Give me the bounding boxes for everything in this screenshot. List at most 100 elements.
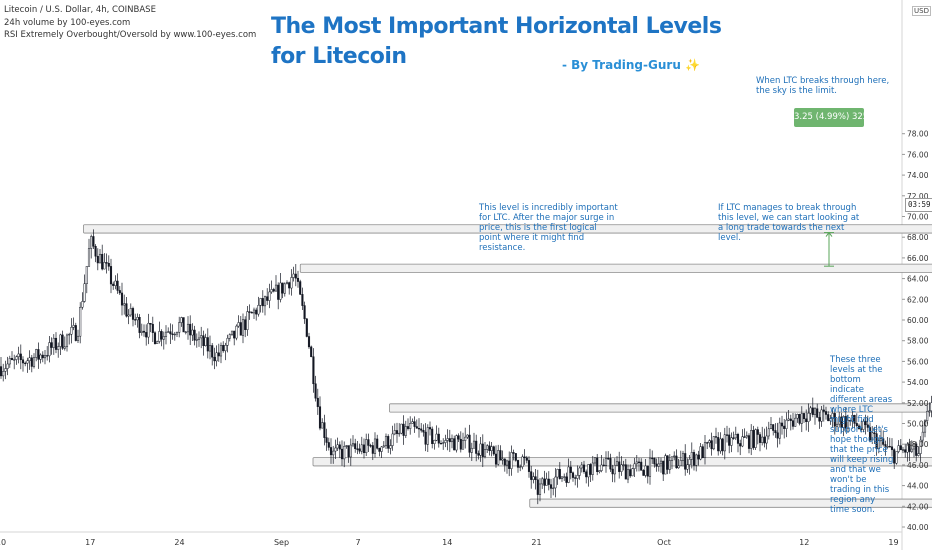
y-tick-label: 74.00: [907, 171, 929, 180]
indicator-rsi[interactable]: RSI Extremely Overbought/Oversold by www…: [4, 30, 257, 40]
candle-body: [679, 460, 682, 467]
candle-body: [893, 449, 896, 464]
candle-body: [6, 363, 9, 369]
candle-body: [156, 341, 159, 344]
annotation-bottom-line: support. Let's: [830, 425, 888, 435]
zone-support-lower: [529, 498, 932, 508]
annotation-bottom-line: hope though: [830, 435, 885, 445]
currency-label[interactable]: USD: [912, 6, 931, 16]
candle-body: [862, 420, 865, 430]
candle-body: [182, 317, 185, 333]
candle-body: [758, 434, 762, 443]
candle-body: [54, 337, 58, 350]
candle-body: [455, 435, 458, 451]
y-tick-label: 40.00: [907, 523, 929, 532]
zone-support-middle: [312, 457, 932, 467]
candle-body: [899, 445, 902, 451]
candle-body: [360, 444, 363, 452]
candle-body: [472, 440, 476, 449]
candle-body: [230, 330, 234, 335]
y-tick-label: 50.00: [907, 420, 929, 429]
candle-body: [796, 414, 799, 419]
candle-body: [431, 428, 434, 444]
candle-body: [105, 262, 108, 264]
candle-body: [481, 443, 484, 457]
candle-body: [475, 440, 478, 454]
candle-body: [648, 457, 652, 477]
candle-body: [769, 424, 773, 430]
candle-body: [477, 453, 480, 456]
indicator-volume[interactable]: 24h volume by 100-eyes.com: [4, 18, 131, 28]
candle-body: [609, 458, 612, 470]
candle-body: [695, 454, 698, 466]
candle-body: [532, 476, 535, 480]
candle-body: [582, 464, 586, 473]
candle-body: [615, 461, 619, 466]
candle-body: [618, 461, 621, 472]
candle-body: [52, 337, 55, 348]
candle-body: [761, 436, 764, 443]
candle-body: [670, 456, 674, 461]
candle-body: [151, 323, 154, 333]
y-tick-label: 64.00: [907, 275, 929, 284]
candle-body: [857, 425, 861, 429]
candle-body: [928, 410, 931, 412]
candle-body: [222, 345, 225, 352]
horizontal-level-zones: [83, 224, 932, 508]
candle-body: [503, 458, 506, 466]
candle-body: [32, 357, 36, 367]
candle-body: [653, 457, 656, 465]
annotation-right: If LTC manages to break through this leve…: [718, 203, 859, 243]
candle-body: [776, 432, 779, 439]
candle-body: [567, 466, 570, 483]
candle-body: [307, 336, 311, 348]
candle-body: [334, 447, 337, 452]
chart-title-line-2: for Litecoin: [271, 44, 407, 69]
candle-body: [72, 325, 75, 328]
candle-body: [228, 334, 231, 339]
candle-body: [400, 423, 403, 434]
candle-body: [413, 421, 416, 427]
candle-body: [250, 312, 253, 314]
x-tick-label: 21: [531, 538, 541, 547]
candle-body: [384, 436, 388, 447]
candle-body: [272, 289, 275, 292]
annotation-bottom-line: where LTC: [830, 405, 874, 415]
time-axis[interactable]: 101724Sep71421Oct121926Nov91623Dec: [0, 538, 932, 547]
candle-body: [558, 469, 561, 479]
candle-body: [651, 457, 654, 460]
candle-body: [754, 429, 757, 448]
candle-body: [785, 419, 788, 429]
annotation-right-line: a long trade towards the next: [718, 223, 845, 233]
candle-body: [846, 420, 850, 429]
annotation-middle-line: for LTC. After the major surge in: [479, 213, 615, 223]
candle-body: [393, 430, 396, 435]
candle-body: [446, 438, 449, 441]
candle-body: [0, 366, 3, 377]
candle-body: [376, 438, 379, 449]
candle-body: [358, 448, 361, 452]
y-tick-label: 54.00: [907, 378, 929, 387]
candle-body: [226, 337, 229, 346]
price-axis[interactable]: 40.00 42.00 44.00 46.00 48.00 50.00 52.00 54.00…: [902, 130, 929, 532]
candle-body: [404, 426, 407, 436]
x-tick-label: Sep: [274, 538, 289, 547]
symbol-line[interactable]: Litecoin / U.S. Dollar, 4h, COINBASE: [4, 5, 156, 15]
candle-body: [301, 294, 304, 306]
candle-body: [631, 468, 634, 477]
candle-body: [587, 464, 590, 478]
annotation-bottom-line: different areas: [830, 395, 893, 405]
candle-body: [646, 465, 649, 477]
candle-body: [593, 457, 597, 464]
candle-body: [756, 429, 759, 435]
candle-body: [494, 453, 498, 465]
candle-body: [536, 479, 539, 495]
candle-body: [103, 262, 106, 270]
candle-body: [684, 453, 687, 470]
candle-body: [809, 407, 812, 414]
candle-body: [380, 446, 383, 452]
candle-body: [70, 327, 73, 335]
chart-title-line-1: The Most Important Horizontal Levels: [271, 14, 722, 39]
y-tick-label: 48.00: [907, 440, 929, 449]
